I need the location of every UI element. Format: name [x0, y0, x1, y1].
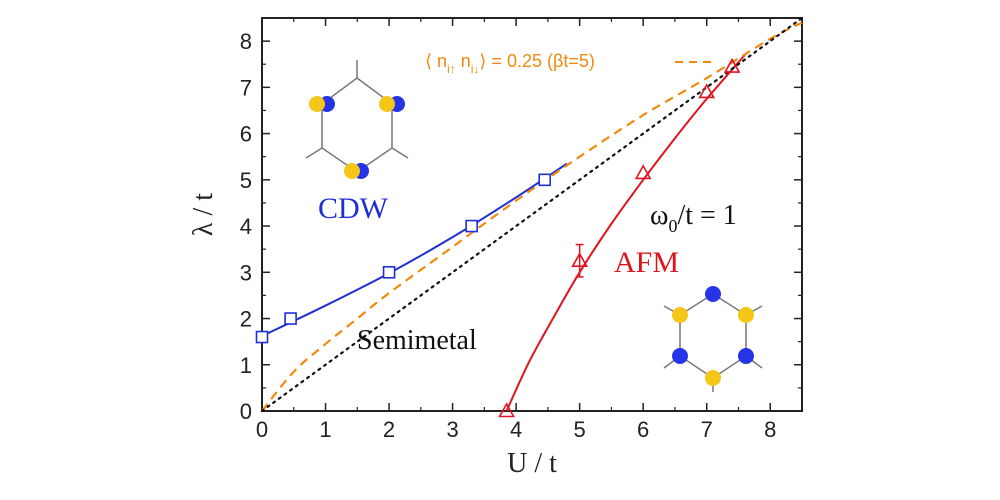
omega-symbol: ω: [650, 200, 668, 231]
afm-fit-line: [505, 54, 746, 412]
afm-site-yellow: [705, 370, 721, 386]
legend-part-1: ⟨ n: [425, 51, 447, 71]
double-occupancy-legend: ⟨ ni↑ ni↓⟩ = 0.25 (βt=5): [425, 51, 595, 76]
legend-part-3: n: [456, 51, 471, 71]
x-tick-label: 5: [574, 417, 586, 442]
y-axis-label: λ / t: [188, 193, 219, 236]
cdw-site-yellow: [344, 163, 360, 179]
afm-data-point: [723, 57, 741, 73]
cdw-site-yellow: [309, 96, 325, 112]
plot-frame: [261, 17, 803, 412]
omega-subscript: 0: [668, 216, 677, 236]
x-tick-label: 2: [383, 417, 395, 442]
cdw-data-point: [284, 312, 297, 325]
y-tick-label: 4: [240, 214, 252, 239]
cdw-fit-line: [261, 162, 568, 338]
x-tick-label: 6: [637, 417, 649, 442]
legend-part-2: i↑: [447, 62, 456, 76]
afm-data-point: [498, 402, 515, 418]
x-tick-label: 3: [446, 417, 458, 442]
afm-data-point: [634, 164, 652, 180]
cdw-sites: [309, 96, 405, 179]
cdw-data-point: [465, 219, 478, 233]
afm-label: AFM: [614, 246, 679, 279]
y-tick-label: 0: [240, 399, 252, 424]
afm-sites: [672, 286, 754, 386]
omega-rest: /t = 1: [677, 200, 736, 231]
legend-part-4: i↓: [471, 62, 480, 76]
afm-site-yellow: [738, 307, 754, 323]
cdw-bond-2: [391, 147, 409, 159]
afm-data-point: [698, 83, 716, 99]
double-occupancy-dashed-line: [261, 21, 803, 412]
y-tick-label: 3: [240, 260, 252, 285]
x-tick-label: 0: [256, 417, 268, 442]
legend-part-5: ⟩ = 0.25 (βt=5): [479, 51, 594, 71]
afm-site-yellow: [672, 307, 688, 323]
y-tick-label: 8: [240, 29, 252, 54]
x-axis-label: U / t: [507, 448, 557, 479]
afm-site-blue: [738, 348, 754, 364]
cdw-site-yellow: [379, 96, 395, 112]
cdw-hexagon: [321, 77, 393, 173]
x-tick-label: 8: [764, 417, 776, 442]
series-lines: [260, 16, 804, 413]
cdw-data-point: [538, 173, 552, 187]
cdw-data-point: [382, 265, 396, 279]
omega-label: ω0/t = 1: [650, 200, 737, 236]
afm-site-blue: [672, 348, 688, 364]
cdw-label: CDW: [318, 192, 389, 225]
y-tick-label: 7: [240, 75, 252, 100]
x-tick-label: 1: [319, 417, 331, 442]
cdw-bond-3: [305, 147, 323, 159]
cdw-lattice-inset: [305, 60, 409, 173]
axis-ticks: 0 1 2 3 4 5 6 7 8 0 1 2 3 4 5 6 7 8: [240, 17, 803, 442]
afm-site-blue: [705, 286, 721, 302]
y-tick-label: 2: [240, 307, 252, 332]
cdw-data-point: [255, 330, 269, 344]
reference-line-dotted: [260, 16, 804, 413]
x-tick-label: 7: [701, 417, 713, 442]
y-tick-label: 1: [240, 353, 252, 378]
y-tick-label: 6: [240, 122, 252, 147]
afm-hexagon: [679, 293, 747, 379]
afm-data-point: [571, 252, 589, 268]
semimetal-label: Semimetal: [357, 325, 477, 356]
x-tick-label: 4: [510, 417, 522, 442]
series-markers: [255, 57, 741, 418]
y-tick-label: 5: [240, 168, 252, 193]
